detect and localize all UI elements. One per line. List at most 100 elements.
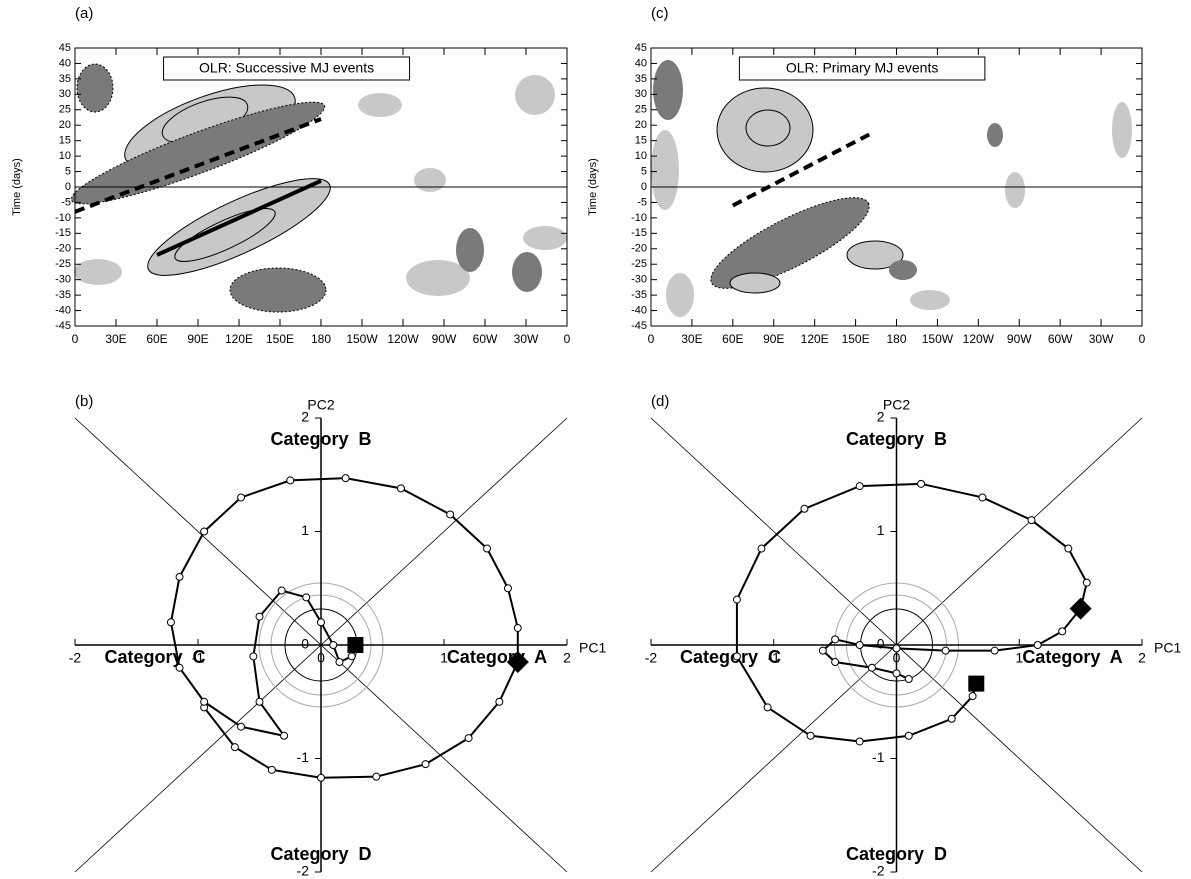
propagation-line: [156, 178, 322, 257]
trajectory-point: [941, 646, 950, 655]
propagation-line: [731, 132, 871, 208]
contour-region: [666, 273, 694, 317]
trajectory: [169, 477, 519, 779]
end-marker: [347, 637, 364, 653]
x-tick-label: 60W: [473, 332, 498, 346]
y-tick-label: -30: [631, 274, 647, 286]
propagation-line: [74, 117, 322, 214]
trajectory-point: [175, 663, 184, 672]
trajectory-point: [867, 663, 876, 672]
y-tick-label: -20: [55, 243, 71, 255]
panel-label: (b): [75, 393, 93, 410]
trajectory-point: [329, 641, 338, 649]
y-tick-label: 10: [59, 150, 71, 162]
trajectory-point: [200, 527, 209, 536]
trajectory-point: [732, 595, 741, 604]
y-axis-label: PC2: [307, 397, 334, 413]
y-tick-label: 20: [635, 119, 647, 131]
trajectory-point: [372, 772, 381, 781]
trajectory-point: [831, 658, 840, 667]
y-tick-label: 35: [635, 73, 647, 85]
trajectory-point: [341, 474, 350, 483]
trajectory-point: [800, 504, 809, 513]
x-tick-label: 0: [564, 332, 571, 346]
trajectory-point: [855, 737, 864, 746]
category-label: Category B: [846, 429, 947, 449]
contour-region: [710, 197, 870, 289]
x-tick-label: 0: [72, 332, 79, 346]
y-tick-label: 0: [65, 181, 71, 193]
trajectory-point: [175, 572, 184, 581]
x-tick-label: 30W: [514, 332, 539, 346]
contour-region: [846, 240, 904, 270]
x-tick-label: 60E: [722, 332, 743, 346]
x-tick-label: 2: [563, 650, 571, 666]
trajectory-point: [855, 482, 864, 491]
trajectory-point: [990, 646, 999, 655]
x-tick-label: 1: [440, 650, 448, 666]
contour-field-a: [70, 63, 567, 313]
x-tick-label: 180: [311, 332, 331, 346]
y-tick-label: 0: [301, 636, 309, 652]
trajectory-point: [483, 544, 492, 553]
trajectory-point: [732, 652, 741, 661]
trajectory-point: [892, 669, 901, 678]
contour-region: [456, 228, 484, 272]
x-tick-label: 60E: [146, 332, 167, 346]
trajectory-point: [237, 493, 246, 502]
y-tick-label: 15: [635, 135, 647, 147]
annotation: OLR: Successive MJ events: [199, 60, 374, 76]
trajectory-point: [904, 731, 913, 740]
trajectory-point: [200, 697, 209, 706]
y-tick-label: -25: [631, 258, 647, 270]
x-tick-label: -1: [192, 650, 205, 666]
y-tick-label: -20: [631, 243, 647, 255]
y-tick-label: -15: [55, 227, 71, 239]
y-tick-label: -10: [55, 212, 71, 224]
trajectory-point: [166, 618, 175, 627]
y-tick-label: 45: [635, 42, 647, 54]
x-tick-label: -1: [768, 650, 781, 666]
trajectory-point: [446, 510, 455, 519]
contour-region: [729, 272, 781, 294]
y-tick-label: 30: [635, 88, 647, 100]
contour-region: [1005, 172, 1025, 208]
x-tick-label: 0: [893, 650, 901, 666]
contour-region: [889, 260, 917, 280]
trajectory-point: [806, 731, 815, 740]
contour-region: [515, 75, 555, 115]
category-label: Category B: [270, 429, 371, 449]
y-tick-label: 1: [877, 522, 885, 538]
trajectory-point: [347, 652, 356, 661]
trajectory-point: [396, 484, 405, 493]
x-tick-label: 120E: [801, 332, 829, 346]
y-tick-label: -35: [631, 289, 647, 301]
category-label: Category C: [680, 647, 781, 667]
trajectory-point: [978, 493, 987, 502]
x-tick-label: 150W: [346, 332, 378, 346]
x-tick-label: 0: [317, 650, 325, 666]
y-tick-label: 0: [641, 181, 647, 193]
x-tick-label: 30W: [1089, 332, 1114, 346]
start-marker: [1069, 597, 1092, 620]
trajectory-point: [464, 734, 473, 743]
category-label: Category A: [447, 647, 547, 667]
contour-field-c: [651, 60, 1132, 317]
x-tick-label: -2: [69, 650, 82, 666]
y-tick-label: -5: [61, 196, 71, 208]
trajectory-point: [831, 635, 840, 644]
contour-region: [716, 87, 814, 173]
y-tick-label: -45: [55, 320, 71, 332]
x-tick-label: 180: [886, 332, 906, 346]
y-tick-label: -35: [55, 289, 71, 301]
x-tick-label: 90E: [187, 332, 208, 346]
contour-line: [745, 109, 791, 147]
contour-region: [70, 101, 326, 205]
y-tick-label: 20: [59, 119, 71, 131]
start-marker: [506, 651, 529, 674]
trajectory-point: [317, 773, 325, 782]
x-tick-label: 90W: [432, 332, 457, 346]
x-tick-label: 0: [648, 332, 655, 346]
x-tick-label: 60W: [1048, 332, 1073, 346]
y-tick-label: -40: [631, 304, 647, 316]
